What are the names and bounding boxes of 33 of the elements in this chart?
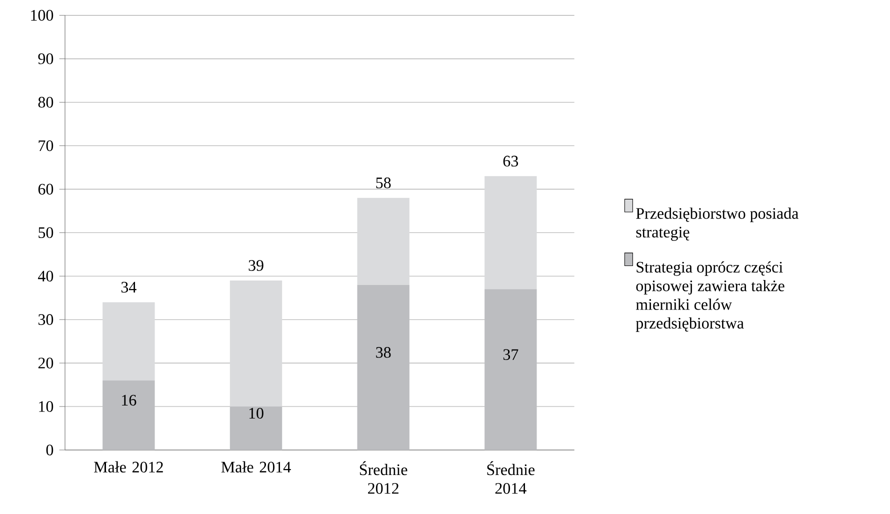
bar (484, 289, 537, 450)
y-tick-label: 20 (38, 358, 54, 368)
x-tick-label: Średnie 2012 (360, 461, 408, 494)
y-tick-label: 80 (38, 96, 54, 108)
x-tick-label: Średnie 2014 (487, 461, 535, 494)
bar (484, 176, 537, 290)
y-tick-label: 40 (38, 270, 54, 282)
total-label: 58 (376, 177, 391, 188)
y-tick-label: 90 (38, 53, 54, 64)
bar (230, 406, 282, 450)
y-tick-label: 60 (38, 184, 54, 195)
total-label: 39 (248, 260, 264, 271)
data-label: 37 (503, 349, 518, 360)
y-tick-label: 30 (38, 314, 54, 325)
legend-label: Przedsiębiorstwo posiada strategię (636, 208, 798, 241)
bar (230, 280, 282, 407)
data-label: 10 (249, 408, 264, 419)
data-label: 16 (122, 394, 136, 406)
y-tick-label: 0 (46, 444, 54, 456)
total-label: 63 (503, 156, 518, 167)
y-tick-label: 70 (38, 140, 54, 152)
total-label: 34 (121, 282, 136, 293)
y-tick-label: 100 (31, 10, 54, 21)
x-tick-label: Małe 2014 (221, 461, 291, 473)
data-label: 38 (376, 347, 391, 358)
x-tick-label: Małe 2012 (94, 461, 163, 473)
bar (357, 284, 410, 450)
y-tick-label: 10 (39, 401, 54, 412)
y-tick-label: 50 (38, 227, 54, 238)
bar (102, 380, 155, 450)
bar (357, 198, 410, 285)
legend-label: Strategia oprócz części opisowej zawiera także mierniki celów przedsiębiorstwa (636, 261, 784, 332)
bar (102, 302, 155, 380)
